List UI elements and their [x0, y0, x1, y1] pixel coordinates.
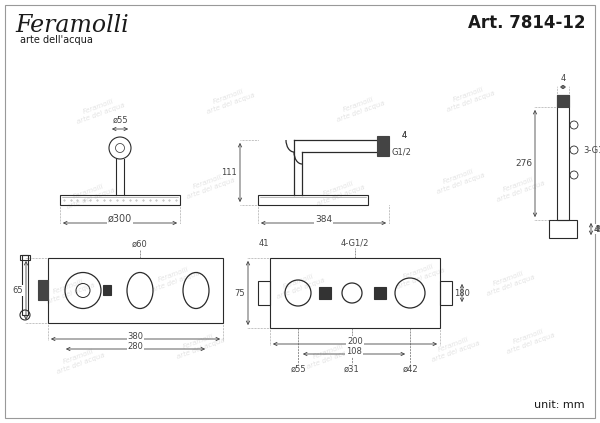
Bar — [557, 95, 569, 220]
Text: 380: 380 — [128, 332, 143, 341]
Text: arte dell'acqua: arte dell'acqua — [20, 35, 93, 45]
Bar — [549, 220, 577, 238]
Bar — [38, 280, 48, 300]
Text: Feramolli
arte del acqua: Feramolli arte del acqua — [74, 95, 126, 125]
Text: Feramolli
arte del acqua: Feramolli arte del acqua — [334, 93, 386, 123]
Bar — [319, 287, 331, 299]
Text: Feramolli
arte del acqua: Feramolli arte del acqua — [394, 260, 446, 290]
Bar — [20, 255, 30, 260]
Text: ø55: ø55 — [290, 365, 306, 374]
Text: Feramolli
arte del acqua: Feramolli arte del acqua — [304, 340, 356, 370]
Text: Feramolli
arte del acqua: Feramolli arte del acqua — [44, 275, 96, 305]
Text: Feramolli
arte del acqua: Feramolli arte del acqua — [204, 85, 256, 115]
Text: G1/2: G1/2 — [391, 148, 411, 157]
Text: Feramolli
arte del acqua: Feramolli arte del acqua — [314, 177, 366, 207]
Text: Feramolli
arte del acqua: Feramolli arte del acqua — [54, 345, 106, 375]
Text: unit: mm: unit: mm — [535, 400, 585, 410]
Text: ø42: ø42 — [402, 365, 418, 374]
Text: 4: 4 — [402, 132, 407, 140]
Text: 200: 200 — [347, 337, 363, 346]
Bar — [258, 281, 270, 305]
Text: Feramolli
arte del acqua: Feramolli arte del acqua — [274, 270, 326, 300]
Text: 180: 180 — [454, 288, 470, 297]
Text: Feramolli
arte del acqua: Feramolli arte del acqua — [434, 165, 486, 195]
Text: Feramolli
arte del acqua: Feramolli arte del acqua — [504, 325, 556, 355]
Text: 49: 49 — [594, 225, 600, 233]
Text: 280: 280 — [128, 342, 143, 351]
Text: 41: 41 — [259, 239, 269, 248]
Text: 111: 111 — [221, 168, 237, 177]
Bar — [377, 136, 389, 156]
Bar — [48, 258, 223, 323]
Text: Feramolli
arte del acqua: Feramolli arte del acqua — [484, 267, 536, 297]
Text: Feramolli
arte del acqua: Feramolli arte del acqua — [149, 263, 201, 293]
Text: 3-G1/2: 3-G1/2 — [583, 146, 600, 154]
Bar — [557, 95, 569, 107]
Text: Feramolli
arte del acqua: Feramolli arte del acqua — [174, 330, 226, 360]
Bar — [60, 195, 180, 205]
Text: ø55: ø55 — [112, 116, 128, 125]
Text: Feramolli
arte del acqua: Feramolli arte del acqua — [444, 83, 496, 113]
Text: 75: 75 — [235, 288, 245, 297]
Bar — [22, 255, 28, 315]
Bar — [258, 195, 368, 205]
Text: 4-G1/2: 4-G1/2 — [341, 238, 369, 247]
Text: ø300: ø300 — [108, 214, 132, 224]
Text: 49: 49 — [595, 225, 600, 233]
Text: 65: 65 — [13, 286, 23, 295]
Text: Feramolli
arte del acqua: Feramolli arte del acqua — [64, 180, 116, 210]
Text: Feramolli
arte del acqua: Feramolli arte del acqua — [184, 170, 236, 200]
Text: 276: 276 — [515, 159, 532, 168]
Bar — [440, 281, 452, 305]
Text: Feramolli
arte del acqua: Feramolli arte del acqua — [429, 333, 481, 363]
Bar — [270, 258, 440, 328]
Text: ø31: ø31 — [344, 365, 360, 374]
Text: Feramolli: Feramolli — [15, 14, 128, 37]
Bar — [374, 287, 386, 299]
Text: 4: 4 — [402, 132, 407, 140]
Text: Art. 7814-12: Art. 7814-12 — [467, 14, 585, 32]
Text: ø60: ø60 — [132, 240, 148, 249]
Text: 384: 384 — [315, 215, 332, 224]
Bar — [103, 286, 111, 296]
Text: 4: 4 — [560, 74, 566, 83]
Text: 108: 108 — [346, 347, 362, 356]
Text: Feramolli
arte del acqua: Feramolli arte del acqua — [494, 173, 546, 203]
